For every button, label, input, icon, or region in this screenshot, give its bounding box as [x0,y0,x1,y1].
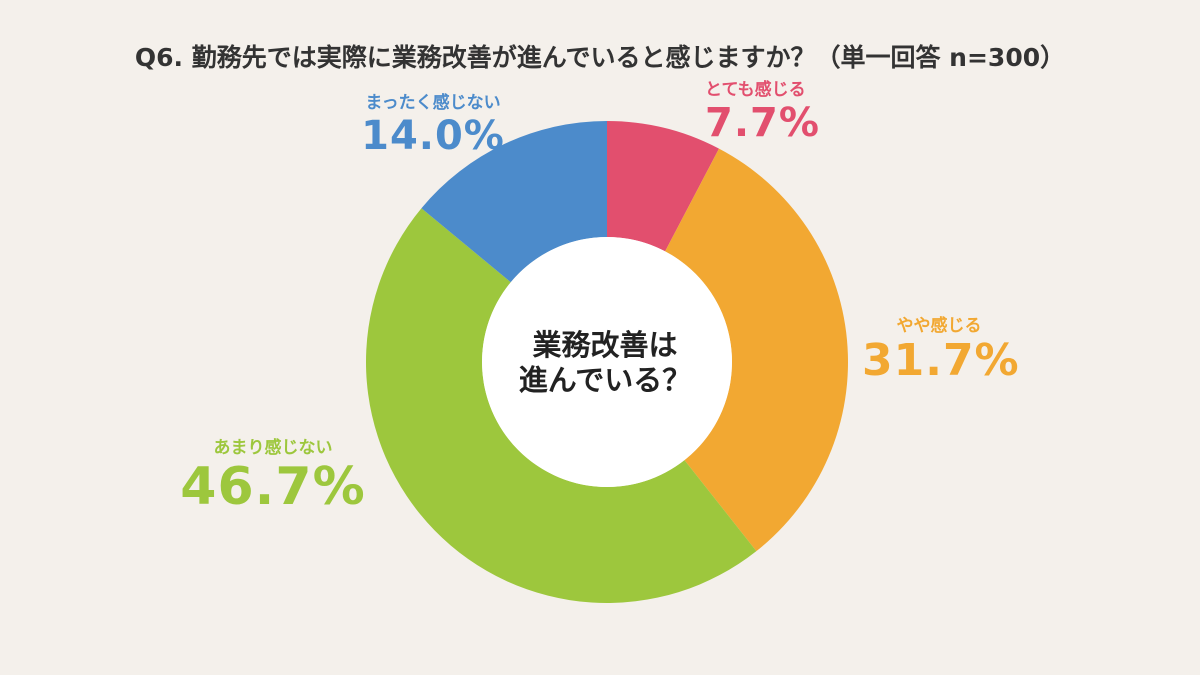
chart-title: Q6. 勤務先では実際に業務改善が進んでいると感じますか？（単一回答 n=300… [134,43,1066,72]
center-label-line2: 進んでいる？ [518,363,692,398]
slice-name-somewhat: やや感じる [896,316,982,336]
slice-very [607,121,719,252]
slice-name-very: とても感じる [705,80,806,100]
slice-value-not-at-all: 14.0% [361,113,505,159]
donut-hole [482,237,732,487]
slice-not-at-all [421,121,607,283]
slice-value-not-much: 46.7% [180,457,366,517]
slice-not-much [366,208,757,603]
slice-name-not-at-all: まったく感じない [365,93,501,113]
slice-value-somewhat: 31.7% [862,335,1020,386]
donut-center-label: 業務改善は 進んでいる？ [505,328,705,399]
slice-label-not-at-all: まったく感じない 14.0% [360,93,506,159]
slice-label-not-much: あまり感じない 46.7% [178,438,368,517]
slice-name-not-much: あまり感じない [213,438,333,458]
slice-label-very: とても感じる 7.7% [705,80,820,146]
slice-value-very: 7.7% [705,100,820,146]
slice-somewhat [665,148,849,552]
center-label-line1: 業務改善は [532,328,678,362]
slice-label-somewhat: やや感じる 31.7% [862,316,1020,386]
